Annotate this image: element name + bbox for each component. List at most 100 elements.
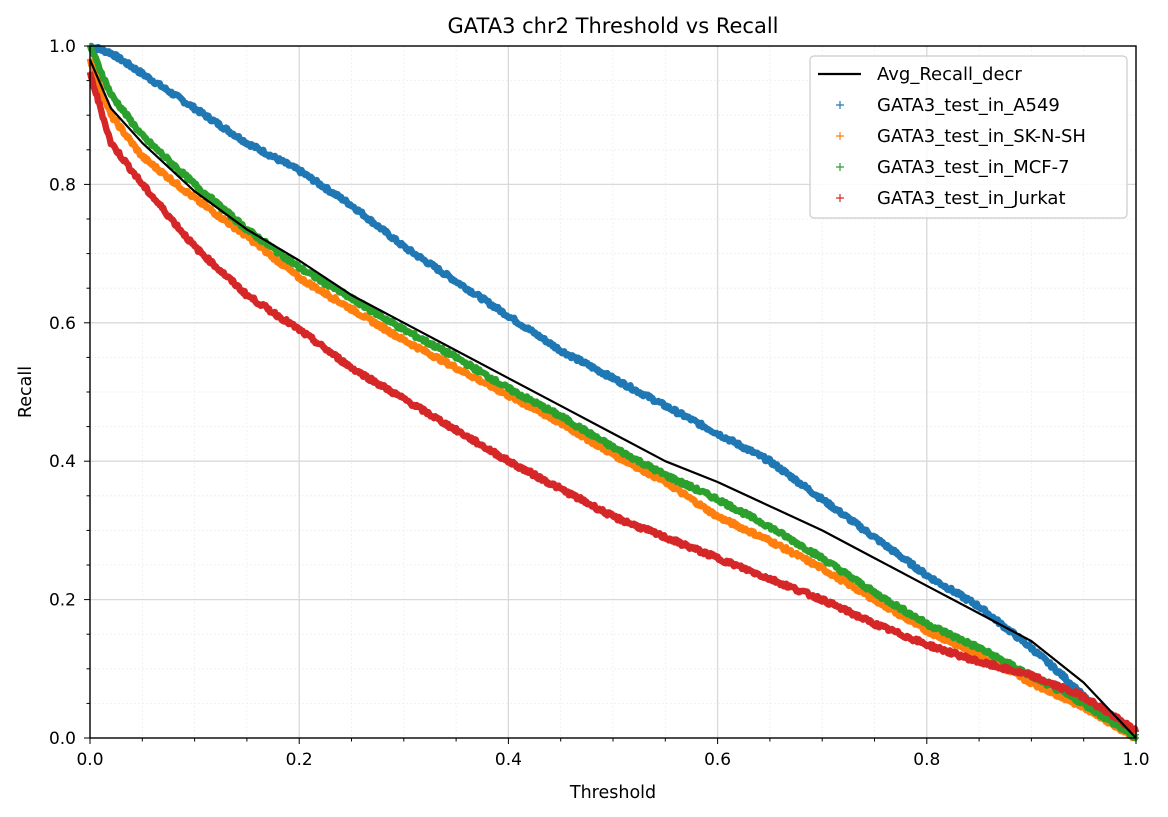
- data-point: [871, 534, 878, 541]
- data-point: [348, 364, 355, 371]
- legend-label-sknsh: GATA3_test_in_SK-N-SH: [877, 126, 1086, 147]
- legend-label-jurkat: GATA3_test_in_Jurkat: [877, 188, 1066, 209]
- legend-marker-swatch: [836, 163, 844, 171]
- data-point: [714, 555, 721, 562]
- data-point: [976, 603, 983, 610]
- data-point: [923, 572, 930, 579]
- data-point: [191, 181, 198, 188]
- data-point: [107, 91, 114, 98]
- data-point: [976, 658, 983, 665]
- x-tick-label: 1.0: [1122, 750, 1149, 770]
- data-point: [400, 337, 407, 344]
- data-point: [610, 375, 616, 382]
- x-tick-label: 0.8: [913, 750, 940, 770]
- data-point: [191, 195, 198, 202]
- data-point: [1028, 672, 1035, 679]
- series-GATA3_test_in_Jurkat: [86, 70, 1140, 735]
- data-point: [107, 49, 114, 56]
- data-point: [1028, 645, 1035, 652]
- x-tick-label: 0.4: [495, 750, 522, 770]
- data-point: [871, 596, 878, 603]
- data-point: [191, 105, 198, 112]
- data-point: [505, 392, 512, 399]
- data-point: [766, 458, 773, 465]
- data-point: [662, 478, 669, 485]
- data-point: [662, 534, 669, 541]
- data-point: [557, 420, 564, 427]
- data-point: [819, 555, 826, 562]
- data-point: [505, 385, 512, 392]
- legend-marker-swatch: [836, 101, 844, 109]
- data-point: [610, 444, 616, 451]
- data-point: [662, 402, 669, 409]
- data-point: [243, 139, 250, 146]
- data-point: [400, 243, 407, 250]
- data-point: [662, 472, 669, 479]
- y-tick-label: 0.2: [49, 591, 76, 611]
- x-tick-label: 0.6: [704, 750, 731, 770]
- series-GATA3_test_in_A549: [87, 42, 1139, 738]
- data-point: [819, 496, 826, 503]
- data-point: [1080, 693, 1087, 700]
- legend-marker-swatch: [836, 132, 844, 140]
- legend: Avg_Recall_decr GATA3_test_in_A549 GATA3…: [809, 55, 1128, 219]
- x-tick-label: 0.2: [286, 750, 313, 770]
- data-point: [400, 395, 407, 402]
- data-point: [976, 645, 983, 652]
- data-point: [453, 427, 460, 434]
- data-point: [107, 139, 114, 146]
- data-point: [871, 589, 878, 596]
- data-point: [191, 243, 198, 250]
- data-point: [557, 485, 564, 492]
- data-point: [348, 295, 355, 302]
- chart-title: GATA3 chr2 Threshold vs Recall: [448, 14, 779, 38]
- legend-label-avg: Avg_Recall_decr: [877, 64, 1022, 85]
- data-point: [871, 620, 878, 627]
- data-point: [453, 278, 460, 285]
- data-point: [923, 641, 930, 648]
- legend-marker-swatch: [836, 194, 844, 202]
- axis-ticks: [84, 45, 1137, 744]
- data-point: [348, 202, 355, 209]
- data-point: [1059, 672, 1066, 679]
- minor-grid: [90, 46, 1136, 738]
- data-point: [923, 620, 930, 627]
- x-tick-label: 0.0: [76, 750, 103, 770]
- tick-labels: 0.0 0.2 0.4 0.6 0.8 1.0 0.0 0.2 0.4 0.6 0.8 1.0: [49, 37, 1150, 770]
- data-point: [107, 112, 114, 119]
- y-tick-label: 0.8: [49, 175, 76, 195]
- y-tick-label: 0.0: [49, 729, 76, 749]
- data-point: [819, 596, 826, 603]
- series-layer: [86, 42, 1140, 742]
- y-axis-label: Recall: [16, 366, 36, 418]
- data-point: [139, 181, 146, 188]
- data-point: [453, 364, 460, 371]
- data-point: [766, 537, 773, 544]
- data-point: [766, 575, 773, 582]
- data-point: [296, 167, 303, 174]
- data-point: [139, 153, 146, 160]
- data-point: [766, 523, 773, 530]
- data-point: [296, 264, 303, 271]
- legend-box: [809, 55, 1128, 219]
- data-point: [453, 354, 460, 361]
- data-point: [296, 326, 303, 333]
- data-point: [714, 513, 721, 520]
- x-axis-label: Threshold: [569, 783, 656, 803]
- data-point: [348, 305, 355, 312]
- data-point: [139, 70, 146, 77]
- data-point: [139, 132, 146, 139]
- data-point: [505, 458, 512, 465]
- data-point: [505, 312, 512, 319]
- y-tick-label: 1.0: [49, 37, 76, 57]
- y-tick-label: 0.4: [49, 452, 76, 472]
- data-point: [819, 565, 826, 572]
- data-point: [243, 292, 250, 299]
- data-point: [976, 651, 983, 658]
- data-point: [610, 513, 616, 520]
- data-point: [557, 347, 564, 354]
- data-point: [557, 413, 564, 420]
- data-point: [296, 274, 303, 281]
- series-GATA3_test_in_MCF-7: [86, 43, 1139, 742]
